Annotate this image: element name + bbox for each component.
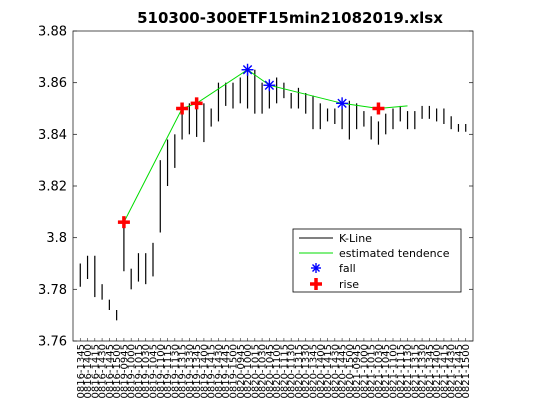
k-line-series <box>79 69 467 321</box>
x-tick-label: 0821-0945 <box>352 344 363 399</box>
x-tick-label: 0819-1045 <box>149 344 160 399</box>
x-tick-label: 0819-1400 <box>199 344 210 399</box>
x-tick-label: 0821-1100 <box>389 344 400 399</box>
y-tick-label: 3.88 <box>38 25 67 40</box>
legend-rise-label: rise <box>339 278 359 291</box>
legend-fall-label: fall <box>339 262 356 275</box>
x-tick-label: 0821-1445 <box>454 344 465 399</box>
x-tick-label: 0820-1415 <box>323 344 334 399</box>
x-tick-label: 0820-1400 <box>316 344 327 399</box>
x-tick-label: 0821-1315 <box>410 344 421 399</box>
x-tick-label: 0820-1130 <box>287 344 298 399</box>
x-tick-label: 0820-1115 <box>279 344 290 399</box>
x-tick-label: 0821-1015 <box>367 344 378 399</box>
fall-marker <box>336 97 349 110</box>
x-tick-label: 0821-1430 <box>447 344 458 399</box>
x-tick-label: 0821-1130 <box>403 344 414 399</box>
x-tick-label: 0816-1415 <box>90 344 101 399</box>
x-tick-label: 0819-1315 <box>178 344 189 399</box>
legend-fall-marker <box>311 263 321 273</box>
axes: 3.763.783.83.823.843.863.880816-13450816… <box>38 25 474 399</box>
x-tick-label: 0820-0945 <box>236 344 247 399</box>
x-tick-label: 0821-1400 <box>432 344 443 399</box>
rise-marker <box>176 102 189 115</box>
x-tick-label: 0819-1430 <box>214 344 225 399</box>
legend-box <box>292 228 462 293</box>
legend-rise-marker <box>310 278 322 290</box>
x-tick-label: 0819-1415 <box>207 344 218 399</box>
x-tick-label: 0819-1445 <box>221 344 232 399</box>
legend-kline-label: K-Line <box>339 232 372 245</box>
x-tick-label: 0821-1000 <box>359 344 370 399</box>
x-tick-label: 0816-1445 <box>105 344 116 399</box>
x-tick-label: 0819-1000 <box>127 344 138 399</box>
x-tick-label: 0820-1100 <box>272 344 283 399</box>
x-tick-label: 0820-1015 <box>250 344 261 399</box>
x-tick-label: 0820-1345 <box>309 344 320 399</box>
rise-marker <box>117 216 130 229</box>
x-tick-label: 0816-1345 <box>76 344 87 399</box>
x-tick-label: 0816-1500 <box>112 344 123 399</box>
y-tick-label: 3.76 <box>38 335 67 350</box>
x-tick-label: 0820-1030 <box>258 344 269 399</box>
x-tick-label: 0820-1000 <box>243 344 254 399</box>
chart-title: 510300-300ETF15min21082019.xlsx <box>137 9 443 27</box>
x-tick-label: 0821-1500 <box>461 344 472 399</box>
rise-marker <box>372 102 385 115</box>
x-tick-label: 0819-1330 <box>185 344 196 399</box>
y-tick-label: 3.82 <box>38 180 67 195</box>
x-tick-label: 0819-1115 <box>163 344 174 399</box>
x-tick-label: 0821-1345 <box>425 344 436 399</box>
rise-marker <box>190 97 203 110</box>
y-tick-label: 3.86 <box>38 76 67 91</box>
x-tick-label: 0820-1045 <box>265 344 276 399</box>
x-tick-label: 0819-1030 <box>141 344 152 399</box>
x-tick-label: 0821-1330 <box>418 344 429 399</box>
x-tick-label: 0819-1500 <box>229 344 240 399</box>
legend-tendence-label: estimated tendence <box>339 247 450 260</box>
x-tick-label: 0819-1015 <box>134 344 145 399</box>
y-tick-label: 3.78 <box>38 283 67 298</box>
marker-series <box>117 63 385 229</box>
plot-area <box>73 31 473 341</box>
x-tick-label: 0821-1415 <box>439 344 450 399</box>
x-tick-label: 0820-1330 <box>301 344 312 399</box>
x-tick-label: 0816-1430 <box>98 344 109 399</box>
x-tick-label: 0821-1115 <box>396 344 407 399</box>
x-tick-label: 0819-0945 <box>119 344 130 399</box>
x-tick-label: 0820-1430 <box>330 344 341 399</box>
x-tick-label: 0821-1030 <box>374 344 385 399</box>
y-tick-label: 3.8 <box>46 231 67 246</box>
fall-marker <box>241 63 254 76</box>
legend: K-Line estimated tendence fall rise <box>292 228 462 293</box>
fall-marker <box>263 79 276 92</box>
x-tick-label: 0821-1045 <box>381 344 392 399</box>
x-tick-label: 0820-1500 <box>345 344 356 399</box>
x-tick-label: 0819-1130 <box>170 344 181 399</box>
x-tick-label: 0819-1345 <box>192 344 203 399</box>
x-tick-label: 0820-1445 <box>338 344 349 399</box>
y-tick-label: 3.84 <box>38 128 67 143</box>
x-tick-label: 0819-1100 <box>156 344 167 399</box>
x-tick-label: 0820-1315 <box>294 344 305 399</box>
x-tick-label: 0816-1400 <box>83 344 94 399</box>
